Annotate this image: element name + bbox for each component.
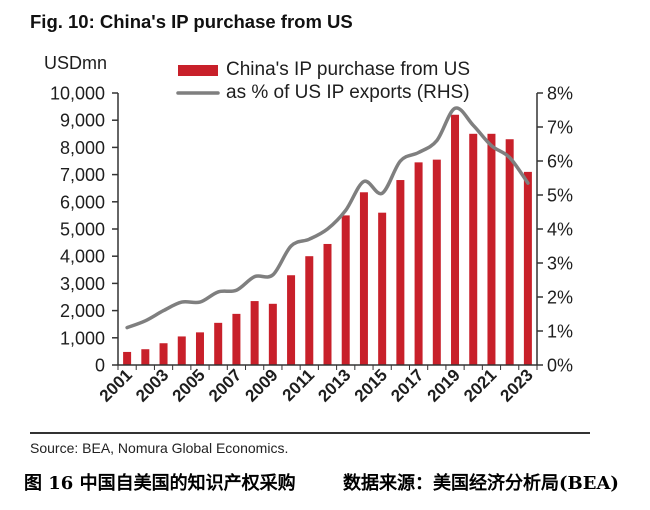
bar-2018 [432,159,441,365]
bar-2014 [359,192,368,365]
line-series [125,106,530,330]
y-left-tick-label: 4,000 [60,247,105,267]
y-left-tick-label: 10,000 [50,84,105,104]
caption-data-source: 数据来源：美国经济分析局(BEA) [343,473,619,494]
x-tick-label: 2015 [351,365,391,405]
legend-label-line: as % of US IP exports (RHS) [226,82,470,103]
series-line-pct-of-us-ip-exports [125,106,530,330]
x-tick-label: 2003 [132,365,172,405]
y-left-tick-label: 9,000 [60,111,105,131]
bar-2012 [323,243,332,365]
source-note: Source: BEA, Nomura Global Economics. [30,440,289,456]
x-tick-label: 2011 [279,365,319,405]
y-right-tick-label: 7% [547,118,573,138]
legend-markers [176,65,220,95]
bar-2021 [487,133,496,365]
x-tick-label: 2023 [497,365,537,405]
bar-2020 [469,133,478,365]
y-left-tick-label: 3,000 [60,274,105,294]
chart-title: Fig. 10: China's IP purchase from US [30,11,353,32]
y-right-tick-label: 5% [547,186,573,206]
bar-2023 [523,171,532,365]
y-right-tick-label: 0% [547,356,573,376]
bar-2016 [396,180,405,365]
bar-2004 [177,336,186,365]
y-right-tick-label: 8% [547,84,573,104]
bar-2007 [232,313,241,365]
y-right-tick-label: 3% [547,254,573,274]
bar-series [123,114,532,365]
x-tick-label: 2017 [387,365,427,405]
bar-2001 [123,351,132,365]
bar-2009 [268,303,277,365]
bar-2005 [195,332,204,365]
y-left-tick-label: 1,000 [60,328,105,348]
legend-label-bars: China's IP purchase from US [226,59,471,80]
x-tick-label: 2009 [241,365,281,405]
x-tick-label: 2013 [314,365,354,405]
bar-2011 [305,256,314,365]
y-left-tick-label: 0 [95,356,105,376]
source-divider [30,432,590,434]
bar-2019 [451,114,460,365]
caption-figure: 图 16 中国自美国的知识产权采购 [24,473,296,494]
y-left-tick-label: 5,000 [60,220,105,240]
y-left-tick-label: 2,000 [60,301,105,321]
y-left-tick-label: 8,000 [60,138,105,158]
bar-2017 [414,162,423,365]
x-tick-label: 2021 [460,365,500,405]
bar-2006 [214,322,223,365]
y-right-tick-label: 2% [547,288,573,308]
bar-2002 [141,349,150,365]
bar-2022 [505,139,514,365]
legend-bar-swatch [178,65,218,76]
y-right-tick-label: 4% [547,220,573,240]
y-right-tick-label: 1% [547,322,573,342]
x-tick-label: 2007 [205,365,245,405]
bar-2008 [250,301,259,365]
bar-2010 [287,275,296,365]
y-right-tick-label: 6% [547,152,573,172]
y-axis-left-label: USDmn [44,53,108,73]
y-left-tick-label: 7,000 [60,165,105,185]
x-tick-label: 2019 [424,365,464,405]
y-left-tick-label: 6,000 [60,192,105,212]
bar-2015 [378,212,387,365]
bar-2003 [159,343,168,365]
x-tick-label: 2005 [169,365,209,405]
bar-2013 [341,215,350,365]
